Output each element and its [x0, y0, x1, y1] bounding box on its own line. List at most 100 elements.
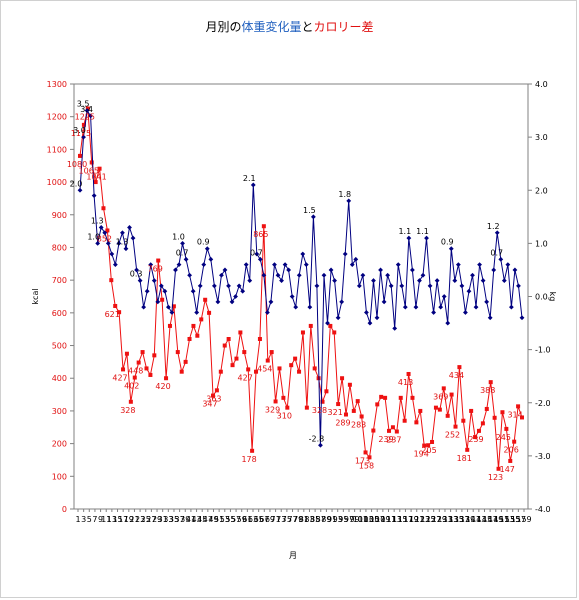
kg-point: [300, 251, 306, 257]
kg-point: [91, 193, 97, 198]
y-left-tick-label: 600: [52, 309, 67, 318]
kcal-point: [175, 350, 180, 355]
kcal-point: [453, 424, 458, 429]
kcal-point: [113, 303, 118, 308]
kg-point: [250, 182, 256, 188]
kcal-data-label: 147: [500, 465, 515, 474]
kg-point: [473, 304, 479, 310]
kcal-data-label: 1225: [75, 113, 95, 122]
kcal-point: [105, 228, 110, 233]
y-left-tick-label: 200: [52, 440, 67, 449]
title-part-and: と: [301, 20, 314, 34]
kg-point: [247, 278, 253, 283]
x-tick-label: 155: [505, 515, 520, 524]
x-tick-label: 81: [299, 515, 309, 524]
kg-point: [144, 288, 150, 294]
kcal-point: [520, 415, 524, 420]
y-left-tick-label: 1200: [47, 113, 67, 122]
kg-point: [427, 283, 433, 289]
x-tick-label: 125: [420, 515, 435, 524]
y-right-tick-label: 1.0: [535, 239, 548, 248]
y-left-tick-label: 700: [52, 276, 67, 285]
kcal-point: [465, 447, 470, 452]
kcal-data-label: 194: [414, 450, 429, 459]
kg-data-label: 1.0: [172, 232, 185, 241]
kg-point: [494, 230, 500, 236]
kg-point: [516, 283, 521, 289]
kcal-point: [121, 367, 126, 372]
kcal-data-label: 769: [148, 265, 163, 274]
kg-point: [105, 240, 111, 246]
kg-point: [98, 225, 104, 230]
kcal-point: [93, 180, 98, 185]
kcal-point: [171, 304, 176, 309]
y-left-tick-label: 1300: [47, 80, 67, 89]
kcal-series-group: [78, 106, 524, 471]
x-tick-label: 35: [169, 515, 179, 524]
kg-point: [190, 288, 196, 294]
y-left-tick-label: 500: [52, 342, 67, 351]
kcal-point: [390, 425, 395, 430]
kg-point: [272, 262, 277, 268]
kg-series-group: [77, 108, 525, 448]
kg-point: [455, 262, 461, 268]
kg-point: [498, 256, 504, 262]
y-right-tick-label: -3.0: [535, 452, 551, 461]
kcal-point: [508, 458, 513, 463]
kcal-data-label: 369: [433, 392, 448, 401]
kg-point: [130, 235, 136, 241]
x-tick-label: 57: [231, 515, 241, 524]
x-tick-label: 33: [163, 515, 173, 524]
kcal-data-label: 388: [480, 386, 495, 395]
kg-data-label: 2.1: [243, 174, 256, 183]
x-tick-label: 69: [265, 515, 275, 524]
kcal-point: [512, 439, 517, 444]
kg-point: [374, 315, 380, 321]
kg-point: [109, 251, 115, 257]
kg-point: [378, 267, 383, 273]
x-tick-label: 29: [152, 515, 162, 524]
kg-point: [501, 278, 507, 283]
x-tick-label: 5: [87, 515, 92, 524]
kcal-data-label: 205: [421, 446, 436, 455]
x-tick-label: 49: [208, 515, 218, 524]
kcal-point: [433, 405, 438, 410]
kg-point: [127, 225, 132, 230]
kg-point: [282, 262, 288, 268]
kg-point: [417, 278, 422, 283]
x-tick-label: 47: [203, 515, 213, 524]
kg-point: [512, 267, 518, 273]
kg-point: [137, 278, 143, 283]
kg-point: [187, 272, 193, 278]
kcal-point: [242, 350, 247, 355]
kcal-data-label: 173: [355, 456, 370, 465]
x-tick-label: 3: [81, 515, 86, 524]
kg-point: [169, 310, 175, 315]
kg-point: [424, 235, 429, 241]
kcal-data-label: 363: [206, 394, 221, 403]
kcal-point: [461, 418, 466, 423]
kg-point: [293, 304, 299, 310]
kcal-point: [324, 389, 329, 394]
kcal-point: [218, 369, 223, 374]
kg-point: [381, 299, 387, 305]
kg-point: [484, 299, 490, 305]
kcal-point: [367, 455, 372, 460]
kg-point: [275, 272, 281, 278]
x-tick-label: 77: [287, 515, 297, 524]
kcal-data-label: 123: [488, 473, 503, 482]
kcal-point: [418, 408, 423, 413]
kcal-data-label: 252: [445, 431, 460, 440]
kcal-point: [308, 323, 313, 328]
kg-point: [180, 240, 185, 246]
kg-point: [265, 310, 270, 315]
kg-data-label: 0.9: [441, 238, 454, 247]
kcal-point: [285, 405, 290, 410]
kcal-point: [343, 412, 348, 417]
kg-point: [364, 310, 369, 315]
x-tick-label: 55: [225, 515, 235, 524]
y-right-tick-label: -1.0: [535, 346, 551, 355]
kcal-point: [179, 369, 184, 374]
kcal-point: [124, 351, 129, 356]
